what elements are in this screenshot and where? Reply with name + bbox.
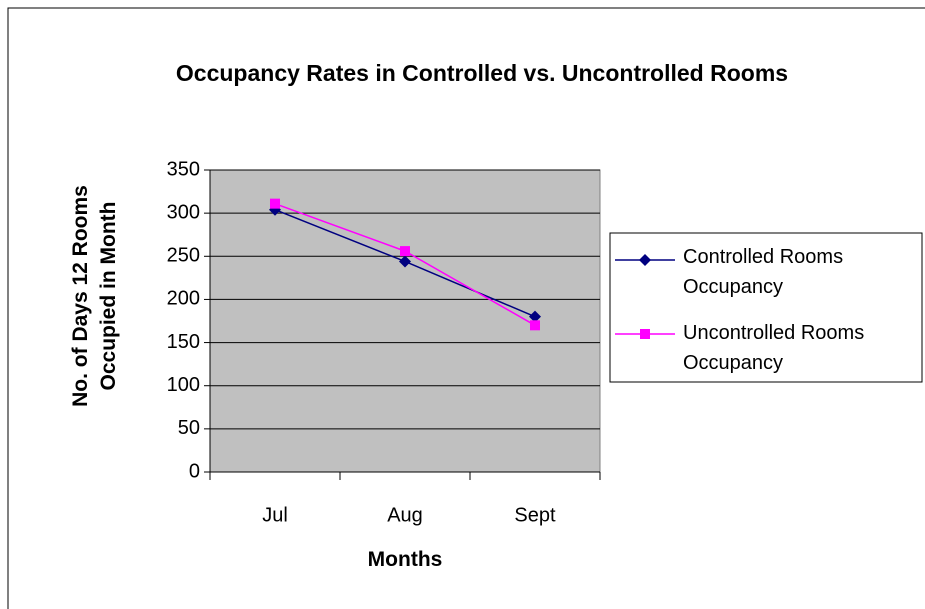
- y-tick-label: 250: [167, 245, 200, 267]
- x-tick-label: Jul: [262, 504, 288, 526]
- legend-marker: [639, 254, 651, 266]
- y-tick-label: 200: [167, 288, 200, 310]
- x-tick-label: Aug: [387, 504, 423, 526]
- data-point: [270, 198, 280, 209]
- data-point: [399, 255, 411, 268]
- data-point: [529, 310, 541, 323]
- legend-box: [609, 232, 923, 383]
- plot-area: [209, 169, 601, 473]
- y-tick-label: 0: [189, 460, 200, 482]
- data-point: [530, 320, 540, 331]
- legend-label: Controlled Rooms Occupancy: [683, 246, 844, 298]
- legend-label: Uncontrolled Rooms Occupancy: [683, 322, 865, 374]
- legend-marker: [640, 329, 650, 339]
- chart-title: Occupancy Rates in Controlled vs. Uncont…: [175, 60, 789, 86]
- y-tick-label: 100: [167, 374, 200, 396]
- data-point: [400, 246, 410, 257]
- x-axis-title: Months: [367, 548, 443, 571]
- y-tick-label: 150: [167, 331, 200, 353]
- y-axis-title: No. of Days 12 Rooms Occupied in Month: [69, 185, 120, 407]
- y-tick-label: 50: [178, 417, 200, 439]
- y-tick-label: 300: [167, 201, 200, 223]
- x-tick-label: Sept: [514, 504, 556, 526]
- y-tick-label: 350: [167, 158, 200, 180]
